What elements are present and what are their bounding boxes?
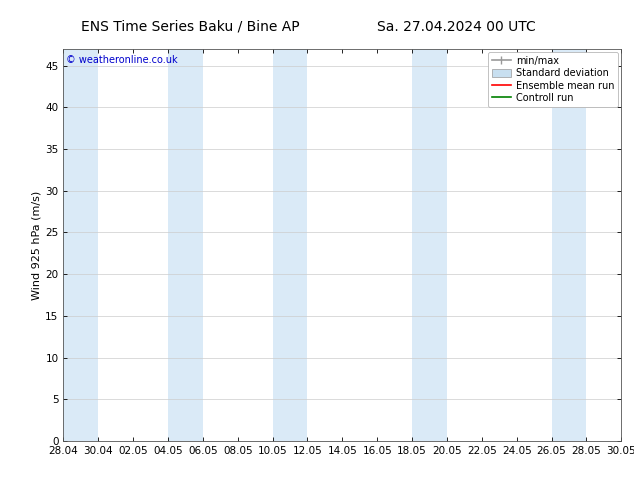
Text: Sa. 27.04.2024 00 UTC: Sa. 27.04.2024 00 UTC — [377, 20, 536, 34]
Bar — [552, 49, 586, 441]
Bar — [412, 49, 447, 441]
Legend: min/max, Standard deviation, Ensemble mean run, Controll run: min/max, Standard deviation, Ensemble me… — [488, 52, 618, 107]
Bar — [168, 49, 203, 441]
Text: © weatheronline.co.uk: © weatheronline.co.uk — [66, 55, 178, 65]
Y-axis label: Wind 925 hPa (m/s): Wind 925 hPa (m/s) — [31, 191, 41, 299]
Bar — [63, 49, 98, 441]
Text: ENS Time Series Baku / Bine AP: ENS Time Series Baku / Bine AP — [81, 20, 299, 34]
Bar — [273, 49, 307, 441]
